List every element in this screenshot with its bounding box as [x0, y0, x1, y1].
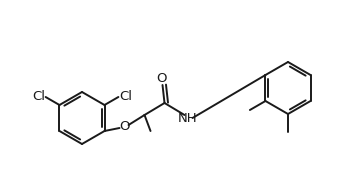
Text: O: O [156, 71, 167, 84]
Text: NH: NH [178, 112, 197, 124]
Text: Cl: Cl [119, 90, 132, 103]
Text: O: O [119, 121, 130, 133]
Text: Cl: Cl [32, 90, 45, 103]
